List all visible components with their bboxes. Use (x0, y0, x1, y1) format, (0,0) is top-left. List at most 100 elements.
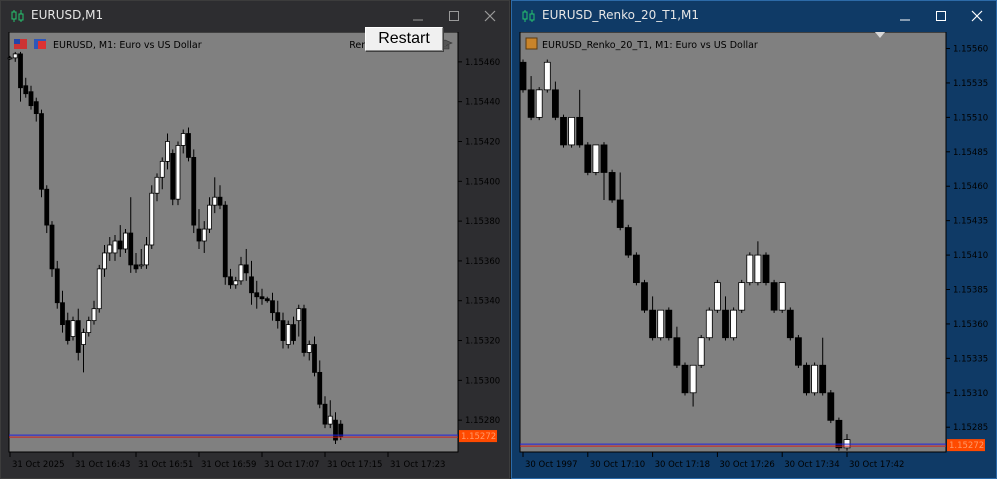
candle-body (138, 264, 144, 267)
candle-body (657, 309, 665, 339)
x-tick-label: 30 Oct 17:18 (655, 460, 710, 470)
candle-body (803, 364, 810, 394)
candle-body (86, 320, 92, 333)
candle-body (275, 312, 281, 322)
close-icon[interactable] (473, 5, 507, 27)
window-title: EURUSD,M1 (31, 8, 104, 22)
y-tick-label: 1.15460 (465, 58, 500, 68)
x-tick-label: 31 Oct 17:15 (327, 460, 382, 470)
candle-body (75, 320, 81, 353)
restart-button[interactable]: Restart (365, 27, 443, 51)
candle-body (327, 415, 333, 425)
renko-chart[interactable]: EURUSD_Renko_20_T1, M1: Euro vs US Dolla… (518, 32, 992, 471)
x-tick-label: 31 Oct 16:51 (138, 460, 193, 470)
candle-body (794, 337, 802, 366)
candle-body (312, 344, 317, 373)
x-tick-label: 30 Oct 17:42 (849, 460, 904, 470)
candle-body (207, 204, 212, 230)
us-flag-icon (14, 39, 20, 44)
y-tick-label: 1.15410 (953, 251, 988, 261)
y-tick-label: 1.15310 (953, 389, 988, 399)
candle-body (624, 227, 632, 256)
candle-body (44, 188, 50, 226)
candle-body (123, 232, 128, 250)
x-tick-label: 31 Oct 16:43 (75, 460, 130, 470)
candle-body (102, 252, 107, 270)
candle-body (576, 116, 584, 146)
candle-body (81, 332, 86, 345)
candle-body (543, 61, 551, 91)
candle-body (165, 141, 170, 162)
title-bar[interactable]: EURUSD_Renko_20_T1,M1 (512, 1, 996, 31)
minimize-icon[interactable] (888, 5, 922, 27)
maximize-icon[interactable] (437, 5, 471, 27)
candle-body (264, 298, 270, 302)
chart-header-label: EURUSD, M1: Euro vs US Dollar (53, 40, 202, 51)
candle-body (149, 192, 155, 246)
candle-body (746, 254, 754, 284)
candle-body (112, 240, 118, 254)
candle-body (608, 172, 616, 201)
candle-body (322, 403, 328, 425)
x-tick-label: 31 Oct 2025 (12, 460, 65, 470)
candle-body (28, 91, 34, 107)
candle-body (107, 244, 113, 254)
candle-body (23, 85, 29, 95)
chart-header-label: EURUSD_Renko_20_T1, M1: Euro vs US Dolla… (542, 40, 758, 51)
candle-body (291, 324, 296, 341)
y-tick-label: 1.15380 (465, 217, 500, 227)
candle-body (285, 324, 291, 345)
candle-body (170, 153, 176, 200)
window-title: EURUSD_Renko_20_T1,M1 (542, 8, 700, 22)
candle-body (222, 204, 228, 278)
y-tick-label: 1.15285 (953, 423, 988, 433)
price-tag-label: 1.15272 (461, 432, 496, 442)
x-tick-label: 30 Oct 17:10 (590, 460, 645, 470)
y-tick-label: 1.15360 (465, 257, 500, 267)
candle-body (762, 254, 770, 284)
candle-body (552, 89, 559, 118)
chart-window-renko[interactable]: EURUSD_Renko_20_T1,M1 EURUSD_Renko_20_T1… (511, 0, 997, 479)
candle-body (280, 320, 286, 341)
close-icon[interactable] (960, 5, 994, 27)
candle-body (592, 144, 600, 173)
title-bar[interactable]: EURUSD,M1 (1, 1, 509, 31)
candle-body (641, 282, 648, 311)
candle-body (835, 419, 843, 449)
candle-body (39, 113, 44, 190)
candle-body (681, 364, 689, 394)
candle-body (191, 157, 197, 226)
price-tag-label: 1.15272 (949, 441, 984, 451)
maximize-icon[interactable] (924, 5, 958, 27)
chart-window-eurusd-m1[interactable]: EURUSD,M1 EURUSD, M1: Euro vs US Dollar R… (0, 0, 510, 479)
candlestick-icon (522, 10, 535, 22)
candle-body (317, 371, 323, 405)
candle-body (296, 308, 302, 322)
candle-body (65, 320, 71, 341)
candle-body (12, 53, 18, 59)
y-tick-label: 1.15435 (953, 217, 988, 227)
candle-body (33, 101, 39, 115)
candle-body (133, 264, 139, 270)
chart-area-2[interactable]: EURUSD_Renko_20_T1, M1: Euro vs US Dolla… (518, 32, 992, 471)
candle-body (270, 300, 275, 314)
candlestick-icon (11, 10, 24, 22)
candle-body (713, 282, 721, 311)
candle-body (128, 232, 134, 266)
candle-body (49, 224, 55, 270)
x-tick-label: 31 Oct 16:59 (201, 460, 256, 470)
price-tag (947, 439, 985, 452)
candle-body (333, 419, 338, 441)
candle-body (228, 276, 233, 286)
y-tick-label: 1.15340 (465, 297, 500, 307)
candle-body (665, 309, 673, 339)
candle-body (535, 89, 543, 118)
y-tick-label: 1.15485 (953, 148, 988, 158)
candle-body (778, 282, 786, 311)
chart-shift-marker (875, 32, 885, 38)
minimize-icon[interactable] (401, 5, 435, 27)
candle-body (705, 309, 713, 339)
expert-icon (38, 41, 46, 49)
